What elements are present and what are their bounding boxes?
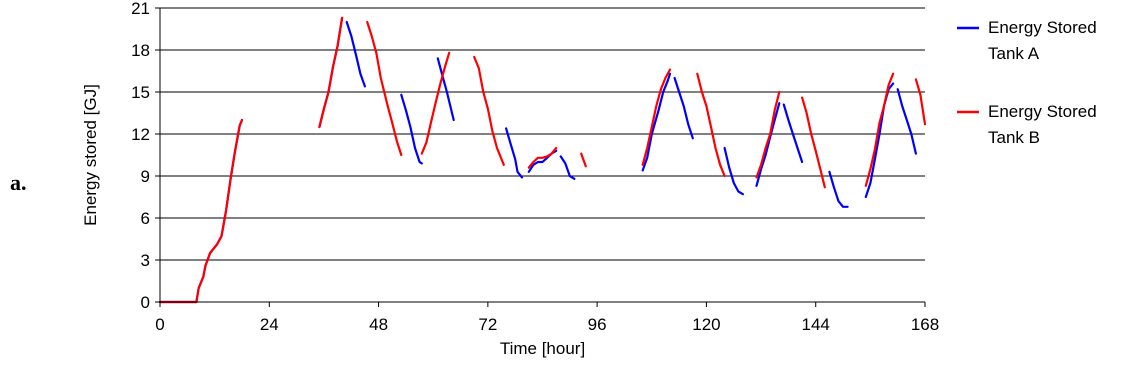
y-axis-title: Energy stored [GJ] [81, 84, 100, 226]
y-tick-label-3: 3 [141, 251, 150, 270]
series-2-segment-9 [696, 72, 726, 178]
legend-label-1-line-1: Energy Stored [988, 18, 1097, 37]
y-tick-label-21: 21 [131, 0, 150, 18]
series-2-segment-13 [914, 78, 927, 126]
series-2-segment-12 [864, 72, 895, 187]
y-tick-label-12: 12 [131, 125, 150, 144]
x-tick-label-168: 168 [911, 315, 939, 334]
y-tick-label-15: 15 [131, 83, 150, 102]
panel-label: a. [10, 170, 27, 195]
series-1-segment-15 [864, 82, 895, 199]
legend-label-2-line-1: Energy Stored [988, 102, 1097, 121]
y-tick-label-9: 9 [141, 167, 150, 186]
axes [155, 7, 926, 307]
y-tick-label-18: 18 [131, 41, 150, 60]
tick-labels: 0 3 6 9 12 15 18 21 0 24 48 72 96 120 144 168 [131, 0, 939, 334]
series-1-segment-9 [641, 72, 672, 172]
series-2-segment-3 [366, 20, 403, 157]
series-1-segment-1 [158, 118, 244, 304]
series-1-segment-10 [673, 76, 694, 140]
series-2-segment-5 [473, 55, 505, 166]
series-layer [158, 16, 927, 304]
x-tick-label-120: 120 [692, 315, 720, 334]
series-1-segment-13 [782, 103, 804, 164]
series-2-segment-11 [800, 96, 826, 189]
series-2-segment-6 [527, 146, 558, 169]
x-tick-label-96: 96 [588, 315, 607, 334]
x-axis-title: Time [hour] [500, 339, 585, 358]
series-1-segment-6 [505, 127, 524, 179]
series-1-segment-8 [559, 155, 576, 180]
series-2-segment-2 [318, 16, 344, 129]
series-1-segment-4 [400, 93, 423, 165]
series-2-segment-4 [420, 51, 451, 155]
series-2-segment-8 [641, 68, 672, 166]
y-tick-label-0: 0 [141, 293, 150, 312]
grid-lines [160, 7, 925, 261]
series-1-segment-16 [896, 88, 918, 155]
legend-label-2-line-2: Tank B [988, 128, 1040, 147]
y-tick-label-6: 6 [141, 209, 150, 228]
series-1-segment-11 [723, 146, 745, 196]
series-2-segment-1 [158, 118, 244, 304]
legend: Energy Stored Tank A Energy Stored Tank B [957, 18, 1097, 147]
series-1-segment-12 [755, 102, 781, 187]
series-1-segment-5 [436, 57, 455, 122]
legend-label-1-line-2: Tank A [988, 44, 1040, 63]
x-tick-label-72: 72 [478, 315, 497, 334]
series-2-segment-10 [755, 90, 781, 179]
series-1-segment-3 [345, 20, 366, 88]
x-tick-label-144: 144 [802, 315, 830, 334]
x-tick-label-24: 24 [260, 315, 279, 334]
x-tick-label-48: 48 [369, 315, 388, 334]
x-tick-label-0: 0 [155, 315, 164, 334]
series-2-segment-7 [580, 152, 587, 168]
series-1-segment-14 [828, 170, 849, 208]
